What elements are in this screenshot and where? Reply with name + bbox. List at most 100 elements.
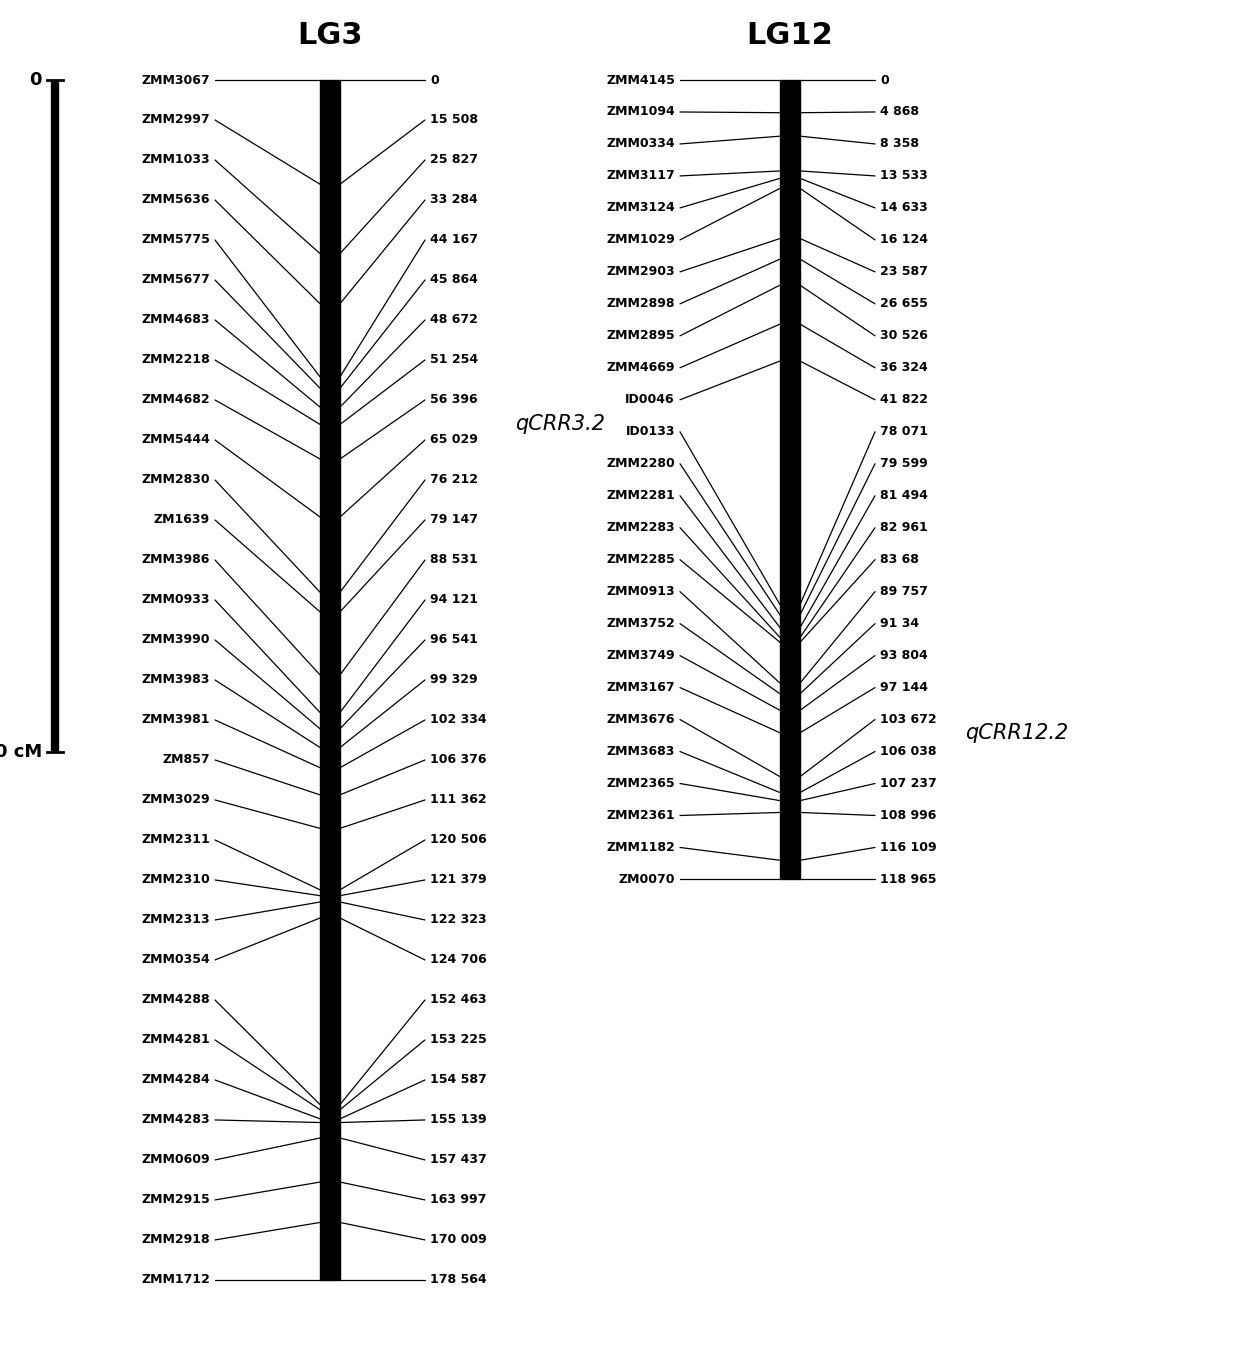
Text: 25 827: 25 827 xyxy=(430,154,477,166)
Text: 26 655: 26 655 xyxy=(880,297,928,311)
Text: 106 376: 106 376 xyxy=(430,753,486,767)
Text: 157 437: 157 437 xyxy=(430,1154,487,1166)
Text: ZMM3676: ZMM3676 xyxy=(606,714,675,726)
Text: ZMM3986: ZMM3986 xyxy=(141,553,210,567)
Text: ZMM3749: ZMM3749 xyxy=(606,650,675,662)
Text: ZMM5775: ZMM5775 xyxy=(141,233,210,247)
Text: 13 533: 13 533 xyxy=(880,169,928,183)
Text: ZMM2915: ZMM2915 xyxy=(141,1193,210,1207)
Text: ZMM2285: ZMM2285 xyxy=(606,553,675,567)
Text: ZMM4145: ZMM4145 xyxy=(606,74,675,87)
Text: 48 672: 48 672 xyxy=(430,313,477,327)
Text: ZMM0913: ZMM0913 xyxy=(606,586,675,598)
Text: ZMM4288: ZMM4288 xyxy=(141,993,210,1007)
Text: 36 324: 36 324 xyxy=(880,361,928,375)
Text: ZMM2281: ZMM2281 xyxy=(606,489,675,503)
Text: 8 358: 8 358 xyxy=(880,138,919,150)
Text: ZMM3167: ZMM3167 xyxy=(606,681,675,695)
Text: 154 587: 154 587 xyxy=(430,1073,487,1087)
Text: ZMM2895: ZMM2895 xyxy=(606,330,675,342)
Text: 79 599: 79 599 xyxy=(880,458,928,470)
Text: 102 334: 102 334 xyxy=(430,714,486,726)
Text: ZMM2830: ZMM2830 xyxy=(141,474,210,486)
Text: ZMM1033: ZMM1033 xyxy=(141,154,210,166)
Text: ID0133: ID0133 xyxy=(625,425,675,439)
Text: 121 379: 121 379 xyxy=(430,873,486,887)
Text: 4 868: 4 868 xyxy=(880,105,919,118)
Text: ZMM1712: ZMM1712 xyxy=(141,1273,210,1287)
Text: ZMM2903: ZMM2903 xyxy=(606,266,675,278)
Text: 83 68: 83 68 xyxy=(880,553,919,567)
Text: 51 254: 51 254 xyxy=(430,354,479,366)
Text: ZMM1094: ZMM1094 xyxy=(606,105,675,118)
Text: ZMM1029: ZMM1029 xyxy=(606,233,675,247)
Text: 41 822: 41 822 xyxy=(880,394,928,406)
Text: 78 071: 78 071 xyxy=(880,425,928,439)
Text: ZMM4683: ZMM4683 xyxy=(141,313,210,327)
Text: ZMM2218: ZMM2218 xyxy=(141,354,210,366)
Text: 82 961: 82 961 xyxy=(880,522,928,534)
Text: ZMM0354: ZMM0354 xyxy=(141,953,210,967)
Text: ZMM3981: ZMM3981 xyxy=(141,714,210,726)
Text: 97 144: 97 144 xyxy=(880,681,928,695)
Text: 0: 0 xyxy=(30,71,42,89)
Text: 93 804: 93 804 xyxy=(880,650,928,662)
Text: ZMM2365: ZMM2365 xyxy=(606,776,675,790)
Text: 0: 0 xyxy=(880,74,889,87)
Text: ZMM3124: ZMM3124 xyxy=(606,202,675,214)
Text: ZMM3117: ZMM3117 xyxy=(606,169,675,183)
Text: ZMM2310: ZMM2310 xyxy=(141,873,210,887)
Text: 65 029: 65 029 xyxy=(430,433,477,447)
Text: ZMM2361: ZMM2361 xyxy=(606,809,675,823)
Text: 94 121: 94 121 xyxy=(430,594,477,606)
Text: 108 996: 108 996 xyxy=(880,809,936,823)
Text: ZM1639: ZM1639 xyxy=(154,513,210,527)
Text: ZMM2898: ZMM2898 xyxy=(606,297,675,311)
Text: ID0046: ID0046 xyxy=(625,394,675,406)
Text: 103 672: 103 672 xyxy=(880,714,936,726)
Text: ZMM4284: ZMM4284 xyxy=(141,1073,210,1087)
Text: ZM857: ZM857 xyxy=(162,753,210,767)
Text: 45 864: 45 864 xyxy=(430,274,477,286)
Text: ZMM1182: ZMM1182 xyxy=(606,840,675,854)
Text: 116 109: 116 109 xyxy=(880,840,936,854)
Text: ZMM2313: ZMM2313 xyxy=(141,914,210,926)
Text: ZMM3029: ZMM3029 xyxy=(141,794,210,806)
Text: 14 633: 14 633 xyxy=(880,202,928,214)
Text: 88 531: 88 531 xyxy=(430,553,477,567)
Text: qCRR3.2: qCRR3.2 xyxy=(515,414,605,434)
Text: ZMM4669: ZMM4669 xyxy=(606,361,675,375)
Text: 152 463: 152 463 xyxy=(430,993,486,1007)
Text: qCRR12.2: qCRR12.2 xyxy=(965,723,1068,742)
Text: 79 147: 79 147 xyxy=(430,513,477,527)
Text: 106 038: 106 038 xyxy=(880,745,936,759)
Text: 81 494: 81 494 xyxy=(880,489,928,503)
Text: ZMM4682: ZMM4682 xyxy=(141,394,210,406)
Text: 76 212: 76 212 xyxy=(430,474,477,486)
Text: LG3: LG3 xyxy=(298,20,363,49)
Text: ZMM2918: ZMM2918 xyxy=(141,1234,210,1246)
Text: 89 757: 89 757 xyxy=(880,586,928,598)
Text: ZMM3067: ZMM3067 xyxy=(141,74,210,87)
Text: 111 362: 111 362 xyxy=(430,794,486,806)
Text: ZMM3990: ZMM3990 xyxy=(141,633,210,647)
Text: ZMM3983: ZMM3983 xyxy=(141,673,210,686)
Text: 0: 0 xyxy=(430,74,439,87)
Text: ZMM2311: ZMM2311 xyxy=(141,834,210,846)
Text: 99 329: 99 329 xyxy=(430,673,477,686)
Text: LG12: LG12 xyxy=(746,20,833,49)
Text: 107 237: 107 237 xyxy=(880,776,936,790)
Text: ZMM5444: ZMM5444 xyxy=(141,433,210,447)
Text: 120 506: 120 506 xyxy=(430,834,487,846)
Text: ZMM5677: ZMM5677 xyxy=(141,274,210,286)
Text: 30 526: 30 526 xyxy=(880,330,928,342)
Text: 178 564: 178 564 xyxy=(430,1273,486,1287)
Text: ZMM0334: ZMM0334 xyxy=(606,138,675,150)
Text: ZMM2280: ZMM2280 xyxy=(606,458,675,470)
Text: 16 124: 16 124 xyxy=(880,233,928,247)
Text: 96 541: 96 541 xyxy=(430,633,477,647)
Text: ZM0070: ZM0070 xyxy=(619,873,675,885)
Text: 122 323: 122 323 xyxy=(430,914,486,926)
Text: ZMM0933: ZMM0933 xyxy=(141,594,210,606)
Text: 33 284: 33 284 xyxy=(430,193,477,207)
